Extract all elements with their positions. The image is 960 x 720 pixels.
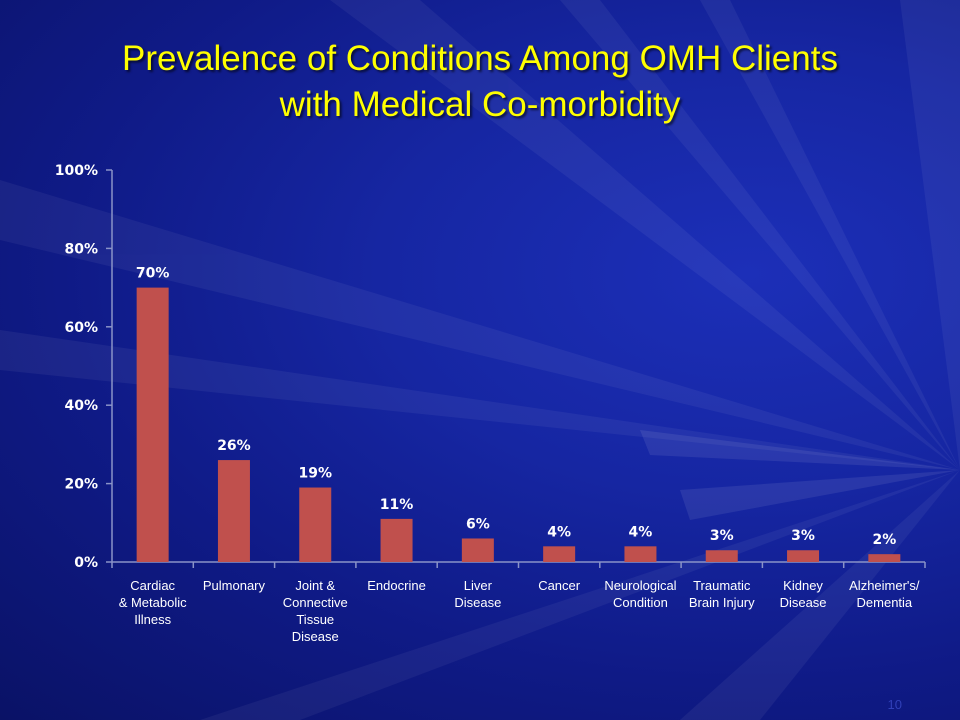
x-tick-label-line: Neurological <box>604 578 676 593</box>
y-tick-label: 0% <box>74 555 98 571</box>
data-label: 2% <box>872 532 896 548</box>
data-label: 19% <box>298 466 332 482</box>
x-tick-label: Neurological Condition <box>604 578 676 610</box>
x-tick-label-line: Disease <box>292 629 339 644</box>
x-tick-label: Traumatic Brain Injury <box>689 578 755 610</box>
bar <box>624 546 657 562</box>
data-label: 26% <box>217 438 251 454</box>
slide-title: Prevalence of Conditions Among OMH Clien… <box>20 36 940 128</box>
x-tick-label-line: Alzheimer's/ <box>849 578 920 593</box>
x-tick-label-line: Dementia <box>857 595 913 610</box>
y-tick-label: 80% <box>64 241 98 257</box>
x-tick-label-line: Joint & <box>295 578 335 593</box>
x-tick-label-line: Connective <box>283 595 348 610</box>
y-tick-label: 20% <box>64 477 98 493</box>
x-tick-label: Kidney Disease <box>780 578 827 610</box>
x-tick-label-line: Endocrine <box>367 578 426 593</box>
data-label: 3% <box>710 528 734 544</box>
y-tick-label: 100% <box>55 163 98 179</box>
x-tick-label-line: Tissue <box>296 612 334 627</box>
data-label: 4% <box>629 524 653 540</box>
bar <box>461 538 494 562</box>
x-tick-label-line: Condition <box>613 595 668 610</box>
x-tick-label-line: Brain Injury <box>689 595 755 610</box>
x-tick-label-line: Kidney <box>783 578 823 593</box>
x-tick-label-line: Disease <box>780 595 827 610</box>
x-tick-label-line: Liver <box>464 578 493 593</box>
x-tick-label: Liver Disease <box>454 578 501 610</box>
bar <box>136 287 169 562</box>
title-line-2: with Medical Co-morbidity <box>279 85 681 124</box>
bar <box>543 546 576 562</box>
y-tick-label: 60% <box>64 320 98 336</box>
x-tick-label: Cardiac & Metabolic Illness <box>119 578 187 627</box>
x-tick-label-line: Cardiac <box>130 578 175 593</box>
data-label: 6% <box>466 516 490 532</box>
x-tick-label-line: Pulmonary <box>203 578 266 593</box>
data-label: 70% <box>136 266 170 282</box>
bar <box>380 518 413 562</box>
bar <box>868 554 901 562</box>
x-tick-label-line: Cancer <box>538 578 581 593</box>
x-tick-label: Endocrine <box>367 578 426 593</box>
data-label: 3% <box>791 528 815 544</box>
page-number: 10 <box>887 697 902 712</box>
bar <box>217 460 250 562</box>
x-tick-label: Pulmonary <box>203 578 266 593</box>
x-tick-label: Joint & Connective Tissue Disease <box>283 578 348 644</box>
title-line-1: Prevalence of Conditions Among OMH Clien… <box>122 39 838 78</box>
bar <box>787 550 820 562</box>
data-label: 11% <box>380 497 414 513</box>
x-tick-label: Cancer <box>538 578 581 593</box>
x-tick-label-line: Illness <box>134 612 171 627</box>
x-tick-label-line: & Metabolic <box>119 595 187 610</box>
x-tick-label: Alzheimer's/Dementia <box>849 578 920 610</box>
bar <box>705 550 738 562</box>
x-tick-label-line: Disease <box>454 595 501 610</box>
x-tick-label-line: Traumatic <box>693 578 751 593</box>
bar <box>299 487 332 562</box>
data-label: 4% <box>547 524 571 540</box>
y-tick-label: 40% <box>64 398 98 414</box>
